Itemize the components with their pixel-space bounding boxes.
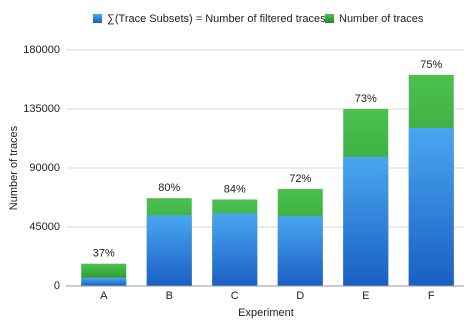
bar-annotation: 75% bbox=[420, 59, 442, 71]
bar-annotation: 84% bbox=[224, 183, 246, 195]
y-tick-label: 90000 bbox=[29, 162, 60, 174]
bar-annotation: 37% bbox=[93, 248, 115, 260]
bar bbox=[212, 213, 258, 286]
x-tick-label: C bbox=[231, 290, 239, 302]
legend-swatch bbox=[93, 14, 102, 23]
legend-swatch bbox=[325, 14, 334, 23]
bar bbox=[343, 156, 389, 286]
y-axis-title: Number of traces bbox=[8, 125, 20, 210]
bar-annotation: 72% bbox=[289, 173, 311, 185]
bar-annotation: 73% bbox=[355, 93, 377, 105]
y-tick-label: 0 bbox=[54, 280, 60, 292]
bar-annotation: 80% bbox=[158, 182, 180, 194]
legend-label: Number of traces bbox=[339, 13, 424, 25]
y-tick-label: 45000 bbox=[29, 221, 60, 233]
x-tick-label: D bbox=[296, 290, 304, 302]
bar bbox=[81, 277, 127, 286]
x-tick-label: F bbox=[428, 290, 435, 302]
x-axis-title: Experiment bbox=[238, 307, 294, 319]
y-tick-label: 180000 bbox=[23, 44, 60, 56]
legend-label: ∑(Trace Subsets) = Number of filtered tr… bbox=[107, 13, 326, 25]
bar bbox=[277, 216, 323, 286]
bar bbox=[408, 128, 454, 286]
bar bbox=[146, 215, 192, 286]
x-tick-label: A bbox=[100, 290, 108, 302]
y-tick-label: 135000 bbox=[23, 103, 60, 115]
x-tick-label: E bbox=[362, 290, 369, 302]
x-tick-label: B bbox=[166, 290, 173, 302]
